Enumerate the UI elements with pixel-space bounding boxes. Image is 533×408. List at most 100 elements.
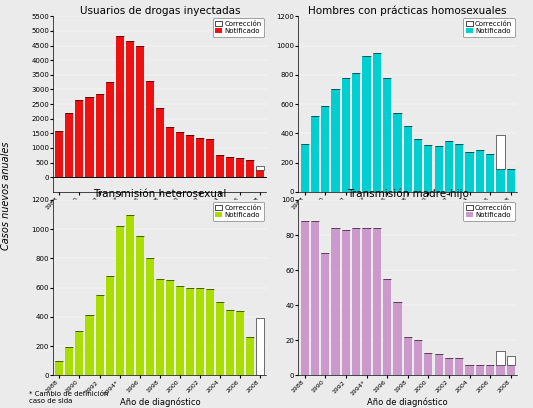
- Bar: [236, 158, 244, 177]
- Bar: [393, 302, 401, 375]
- Bar: [507, 356, 515, 365]
- Text: Casos nuevos anuales: Casos nuevos anuales: [2, 142, 11, 250]
- Bar: [55, 131, 63, 177]
- Bar: [507, 169, 515, 192]
- Bar: [403, 126, 412, 192]
- Bar: [126, 215, 134, 375]
- Bar: [373, 53, 381, 192]
- Bar: [332, 228, 340, 375]
- Bar: [393, 113, 401, 192]
- X-axis label: Año de diagnóstico: Año de diagnóstico: [119, 398, 200, 407]
- Bar: [216, 155, 224, 177]
- Bar: [332, 89, 340, 192]
- Bar: [507, 365, 515, 375]
- Bar: [176, 132, 184, 177]
- Bar: [321, 253, 329, 375]
- Bar: [216, 302, 224, 375]
- Bar: [424, 145, 432, 192]
- Bar: [146, 81, 154, 177]
- X-axis label: Año de diagnóstico: Año de diagnóstico: [367, 398, 448, 407]
- Bar: [301, 221, 309, 375]
- Bar: [465, 152, 474, 192]
- Bar: [166, 280, 174, 375]
- Bar: [76, 100, 84, 177]
- Bar: [206, 289, 214, 375]
- Bar: [186, 135, 194, 177]
- Bar: [256, 318, 264, 375]
- Bar: [496, 169, 505, 192]
- Bar: [311, 116, 319, 192]
- Bar: [321, 106, 329, 192]
- Bar: [146, 258, 154, 375]
- Bar: [66, 113, 74, 177]
- Bar: [342, 78, 350, 192]
- Title: Transmisión heterosexual: Transmisión heterosexual: [93, 189, 227, 199]
- Bar: [403, 337, 412, 375]
- Bar: [106, 82, 114, 177]
- Bar: [66, 347, 74, 375]
- Bar: [196, 137, 204, 177]
- Bar: [455, 358, 463, 375]
- Bar: [196, 288, 204, 375]
- Bar: [414, 139, 422, 192]
- Bar: [486, 365, 494, 375]
- Bar: [126, 41, 134, 177]
- Bar: [496, 135, 505, 169]
- Bar: [373, 228, 381, 375]
- Legend: Corrección, Notificado: Corrección, Notificado: [213, 202, 264, 221]
- Legend: Corrección, Notificado: Corrección, Notificado: [213, 18, 264, 37]
- Bar: [106, 276, 114, 375]
- Bar: [362, 228, 370, 375]
- Bar: [55, 361, 63, 375]
- Bar: [166, 127, 174, 177]
- Bar: [156, 279, 164, 375]
- Bar: [246, 160, 254, 177]
- Text: * Cambio de definición
caso de sida: * Cambio de definición caso de sida: [29, 391, 109, 404]
- Title: Transmisión madre-hijo: Transmisión madre-hijo: [347, 188, 469, 199]
- Bar: [85, 97, 93, 177]
- Title: Usuarios de drogas inyectadas: Usuarios de drogas inyectadas: [79, 6, 240, 16]
- Bar: [227, 157, 235, 177]
- Bar: [496, 351, 505, 365]
- Bar: [424, 353, 432, 375]
- Bar: [455, 144, 463, 192]
- Title: Hombres con prácticas homosexuales: Hombres con prácticas homosexuales: [309, 5, 507, 16]
- Bar: [95, 94, 103, 177]
- Bar: [256, 166, 264, 170]
- Bar: [236, 311, 244, 375]
- Bar: [476, 365, 484, 375]
- Bar: [496, 365, 505, 375]
- Bar: [352, 228, 360, 375]
- Bar: [342, 230, 350, 375]
- Legend: Corrección, Notificado: Corrección, Notificado: [463, 18, 515, 37]
- Bar: [301, 144, 309, 192]
- Bar: [136, 237, 144, 375]
- Bar: [136, 46, 144, 177]
- Bar: [311, 221, 319, 375]
- Bar: [116, 36, 124, 177]
- Bar: [206, 140, 214, 177]
- Bar: [476, 150, 484, 192]
- Bar: [227, 310, 235, 375]
- Bar: [414, 340, 422, 375]
- Bar: [156, 108, 164, 177]
- Bar: [434, 354, 443, 375]
- X-axis label: Año de diagnóstico: Año de diagnóstico: [367, 214, 448, 224]
- Bar: [362, 56, 370, 192]
- Bar: [383, 279, 391, 375]
- Bar: [256, 170, 264, 177]
- Bar: [95, 295, 103, 375]
- Bar: [352, 73, 360, 192]
- Bar: [176, 286, 184, 375]
- Bar: [445, 141, 453, 192]
- Bar: [383, 78, 391, 192]
- Bar: [85, 315, 93, 375]
- Bar: [76, 331, 84, 375]
- X-axis label: Año de diagnóstico: Año de diagnóstico: [119, 214, 200, 224]
- Bar: [434, 146, 443, 192]
- Bar: [486, 154, 494, 192]
- Bar: [445, 358, 453, 375]
- Bar: [465, 365, 474, 375]
- Legend: Corrección, Notificado: Corrección, Notificado: [463, 202, 515, 221]
- Bar: [246, 337, 254, 375]
